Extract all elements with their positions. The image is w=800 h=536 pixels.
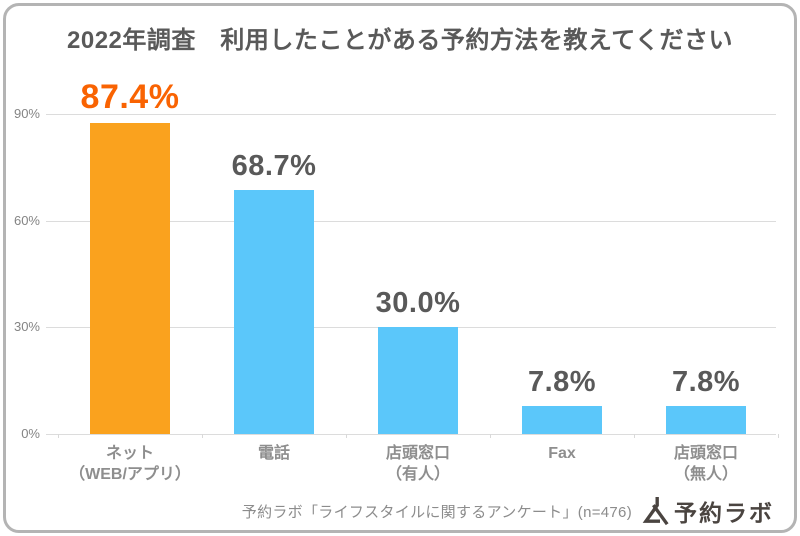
- category-label-2: 店頭窓口 （有人）: [385, 445, 450, 483]
- axis-tick: [58, 434, 59, 438]
- bar-0: [90, 123, 170, 434]
- bar-2: [378, 327, 458, 434]
- category-label-1: 電話: [257, 445, 290, 462]
- category-label-4: 店頭窓口 （無人）: [673, 445, 738, 483]
- value-label-0: 87.4%: [80, 78, 180, 117]
- logo-text: 予約ラボ: [674, 500, 774, 526]
- ytick-label-90: 90%: [13, 106, 40, 121]
- bar-3: [522, 406, 602, 434]
- ytick-label-0: 0%: [21, 426, 40, 441]
- bar-4: [666, 406, 746, 434]
- category-label-0: ネット （WEB/アプリ）: [69, 445, 191, 483]
- footer: 予約ラボ「ライフスタイルに関するアンケート」(n=476) 予約ラボ: [242, 494, 774, 528]
- ytick-label-60: 60%: [13, 212, 40, 228]
- value-label-4: 7.8%: [671, 366, 741, 399]
- source-text: 予約ラボ「ライフスタイルに関するアンケート」(n=476): [241, 503, 632, 521]
- value-label-1: 68.7%: [231, 149, 317, 182]
- axis-tick: [778, 434, 779, 438]
- gridline-60: [46, 220, 776, 222]
- value-label-2: 30.0%: [375, 287, 461, 320]
- axis-tick: [346, 434, 347, 438]
- bar-1: [234, 189, 314, 434]
- gridline-0: [46, 434, 776, 435]
- yoyaku-labo-logo: 予約ラボ: [642, 494, 774, 528]
- axis-tick: [202, 434, 203, 438]
- gridline-90: [46, 114, 776, 115]
- flask-icon: [642, 496, 669, 526]
- axis-tick: [634, 434, 635, 438]
- axis-tick: [490, 434, 491, 438]
- category-label-3: Fax: [548, 445, 576, 462]
- chart-title: 2022年調査 利用したことがある予約方法を教えてください: [67, 27, 733, 54]
- ytick-label-30: 30%: [13, 319, 40, 335]
- value-label-3: 7.8%: [527, 366, 597, 399]
